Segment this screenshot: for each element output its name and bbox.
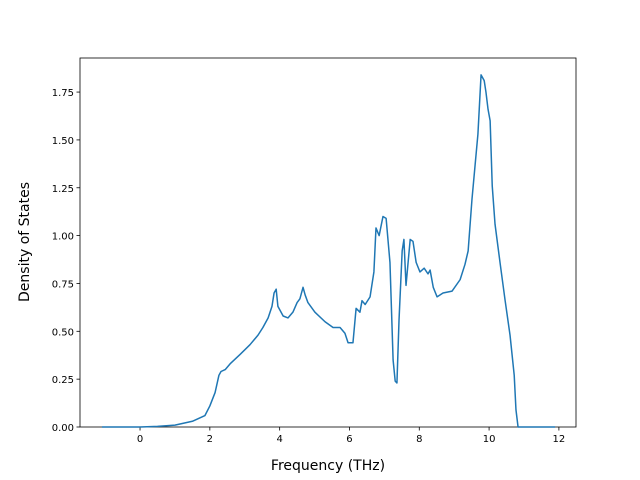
x-tick-label: 6 <box>346 434 352 445</box>
y-tick-label: 1.50 <box>52 136 74 147</box>
x-tick-label: 2 <box>207 434 213 445</box>
x-tick-label: 10 <box>483 434 496 445</box>
y-tick-label: 0.50 <box>52 327 74 338</box>
dos-line <box>101 74 556 428</box>
y-tick-label: 0.75 <box>52 279 74 290</box>
y-tick-label: 1.75 <box>52 88 74 99</box>
y-tick-label: 1.00 <box>52 232 74 243</box>
x-tick-label: 8 <box>416 434 422 445</box>
y-tick-label: 0.25 <box>52 375 74 386</box>
x-tick-label: 4 <box>276 434 282 445</box>
x-tick-label: 0 <box>137 434 143 445</box>
plot-frame <box>79 57 577 428</box>
x-tick-label: 12 <box>553 434 566 445</box>
y-tick-label: 0.00 <box>52 423 74 434</box>
y-axis-label: Density of States <box>17 182 33 302</box>
y-tick-label: 1.25 <box>52 184 74 195</box>
x-axis-label: Frequency (THz) <box>271 458 385 474</box>
